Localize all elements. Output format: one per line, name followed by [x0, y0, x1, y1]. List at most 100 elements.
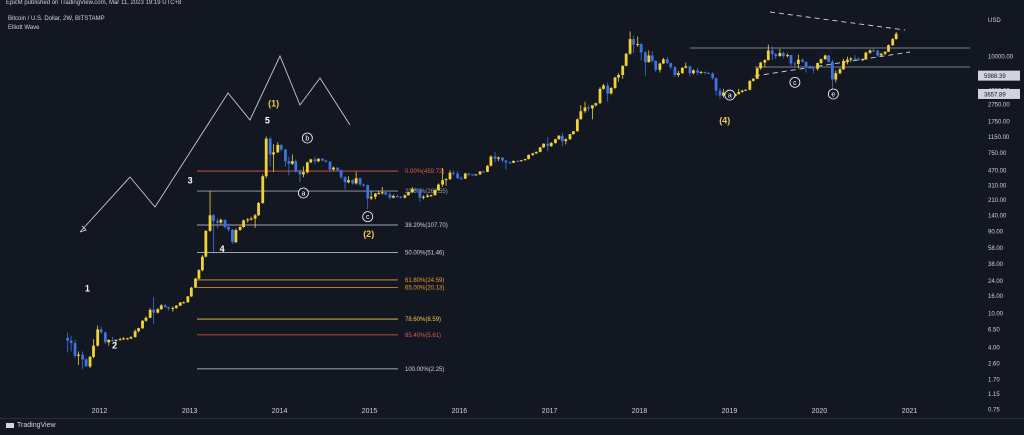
candle-body — [575, 119, 579, 132]
tradingview-logo[interactable]: TradingView — [6, 422, 56, 429]
candle-body — [99, 329, 103, 333]
candle-body — [504, 160, 508, 163]
y-tick-label: 10000.00 — [988, 55, 1014, 61]
wave-labels: (1) 5 3 4 1 2 (2) (4) b a c c e a — [85, 76, 839, 350]
candle-body — [96, 329, 100, 346]
candle-body — [647, 55, 651, 63]
wave-circle-label: a — [728, 93, 732, 100]
y-tick-label: 2.60 — [988, 361, 1000, 367]
candle-body — [246, 219, 250, 221]
candle-body — [564, 139, 568, 142]
candle-body — [88, 356, 92, 367]
wave-circle — [301, 132, 313, 144]
candle-body — [107, 339, 111, 343]
candle-body — [122, 338, 125, 340]
candle-body — [849, 58, 853, 60]
candle-body — [126, 338, 129, 340]
wave-label: (4) — [719, 116, 730, 126]
candle-body — [200, 256, 204, 271]
candle-body — [560, 135, 564, 142]
trend-lines — [690, 11, 970, 77]
candle-body — [557, 135, 561, 140]
study-title: Elliott Wave — [8, 25, 40, 31]
price-tags: 5988.39 3657.89 — [978, 70, 1020, 99]
y-tick-label: 1.15 — [988, 392, 1000, 398]
candle-body — [73, 343, 77, 356]
candle-body — [778, 53, 782, 57]
candle-body — [204, 230, 208, 257]
candle-body — [294, 161, 298, 172]
candle-body — [816, 63, 819, 69]
candle-body — [384, 192, 388, 195]
candle-body — [774, 54, 778, 57]
candle-body — [489, 156, 493, 166]
candle-body — [617, 74, 620, 78]
wave-circle — [724, 89, 736, 101]
candle-body — [572, 131, 575, 135]
y-tick-label: 0.75 — [988, 408, 1000, 414]
wave-label: (2) — [363, 229, 374, 239]
wave-label: 5 — [265, 116, 270, 126]
x-tick-label: 2019 — [722, 408, 738, 415]
candle-body — [606, 85, 610, 94]
candle-body — [486, 165, 489, 172]
candle-body — [808, 67, 812, 69]
publish-bar: EpicM published on TradingView.com, Mar … — [0, 0, 1024, 10]
candle-body — [680, 67, 684, 74]
candle-body — [369, 196, 373, 199]
candle-body — [703, 72, 707, 74]
candle-body — [845, 59, 849, 61]
footer-bar: TradingView — [0, 418, 1024, 435]
candle-body — [144, 317, 148, 321]
wave-circle-label: e — [831, 91, 835, 98]
candle-body — [137, 328, 140, 332]
candle-body — [804, 61, 808, 68]
candle-body — [339, 170, 343, 178]
candle-body — [159, 305, 163, 310]
candle-body — [621, 65, 625, 75]
candle-body — [887, 45, 890, 52]
candle-body — [418, 189, 422, 198]
candle-body — [313, 159, 317, 162]
candle-body — [519, 160, 523, 162]
y-tick-label: 38.00 — [988, 262, 1004, 268]
candle-body — [688, 66, 692, 74]
candle-body — [103, 332, 107, 343]
candle-body — [819, 59, 823, 64]
candle-body — [324, 160, 328, 162]
candle-body — [737, 92, 741, 95]
candle-body — [632, 39, 635, 45]
candle-body — [516, 160, 520, 162]
fib-label: 23.60%(268.55) — [405, 189, 448, 195]
candle-body — [643, 52, 647, 63]
candle-body — [351, 180, 355, 184]
fib-label: 85.40%(5.61) — [405, 333, 441, 339]
candle-body — [590, 105, 594, 109]
fib-label: 50.00%(51.46) — [405, 250, 444, 256]
candle-body — [212, 215, 215, 222]
candle-body — [554, 139, 557, 143]
candle-body — [114, 339, 118, 341]
candle-body — [182, 302, 186, 304]
candle-body — [838, 69, 842, 74]
candle-body — [639, 44, 643, 53]
candle-body — [650, 55, 654, 61]
y-tick-label: 750.00 — [988, 151, 1007, 157]
y-tick-label: 10.00 — [988, 311, 1004, 317]
candle-body — [305, 162, 309, 173]
candle-body — [238, 227, 242, 231]
candle-body — [609, 87, 613, 94]
candle-body — [568, 134, 572, 140]
wave-circle — [362, 211, 374, 223]
candle-body — [441, 180, 445, 185]
wave-label: 1 — [85, 284, 90, 294]
candle-body — [766, 50, 770, 61]
candle-body — [234, 230, 238, 243]
x-tick-label: 2014 — [272, 408, 288, 415]
candle-body — [309, 159, 313, 163]
candle-body — [673, 67, 677, 75]
fib-label: 78.60%(8.59) — [405, 317, 441, 323]
candle-body — [118, 339, 122, 341]
candle-body — [471, 174, 474, 176]
